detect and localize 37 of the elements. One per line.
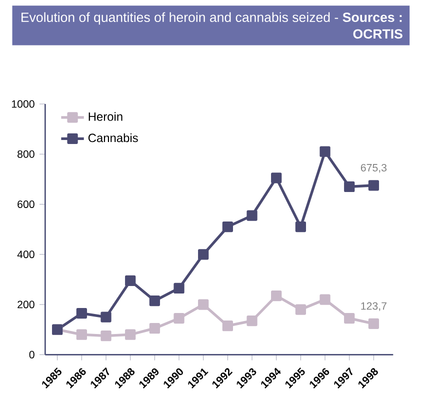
- point: [125, 329, 136, 340]
- point: [125, 276, 136, 286]
- chart-title: Evolution of quantities of heroin and cannabis seized - Sources : OCRTIS: [22, 12, 402, 39]
- point: [344, 313, 355, 324]
- y-tick-label: 800: [18, 150, 34, 158]
- point: [320, 146, 330, 158]
- annotation: 675,3: [360, 164, 387, 173]
- point: [100, 330, 112, 342]
- annotation: 123,7: [361, 302, 386, 312]
- point: [222, 222, 233, 232]
- point: [149, 323, 160, 334]
- point: [198, 249, 209, 260]
- y-tick-label: 400: [17, 250, 34, 258]
- y-tick-label: 0: [29, 351, 34, 359]
- point: [295, 304, 306, 316]
- point: [344, 182, 355, 192]
- point: [174, 283, 184, 294]
- point: [76, 329, 87, 340]
- point: [222, 320, 233, 332]
- point: [246, 210, 258, 222]
- legend-label: Heroin: [88, 112, 122, 122]
- y-tick-label: 200: [18, 300, 34, 308]
- y-tick-label: 600: [18, 200, 34, 208]
- point: [198, 299, 209, 310]
- point: [368, 180, 380, 191]
- point: [246, 316, 258, 326]
- legend-label: Cannabis: [88, 134, 138, 142]
- point: [174, 313, 184, 324]
- y-tick-label: 1000: [12, 100, 34, 108]
- point: [271, 290, 282, 302]
- point: [76, 308, 87, 319]
- point: [149, 296, 160, 306]
- point: [368, 318, 380, 330]
- point: [320, 294, 330, 305]
- point: [100, 312, 112, 323]
- point: [271, 172, 282, 184]
- point: [295, 222, 306, 232]
